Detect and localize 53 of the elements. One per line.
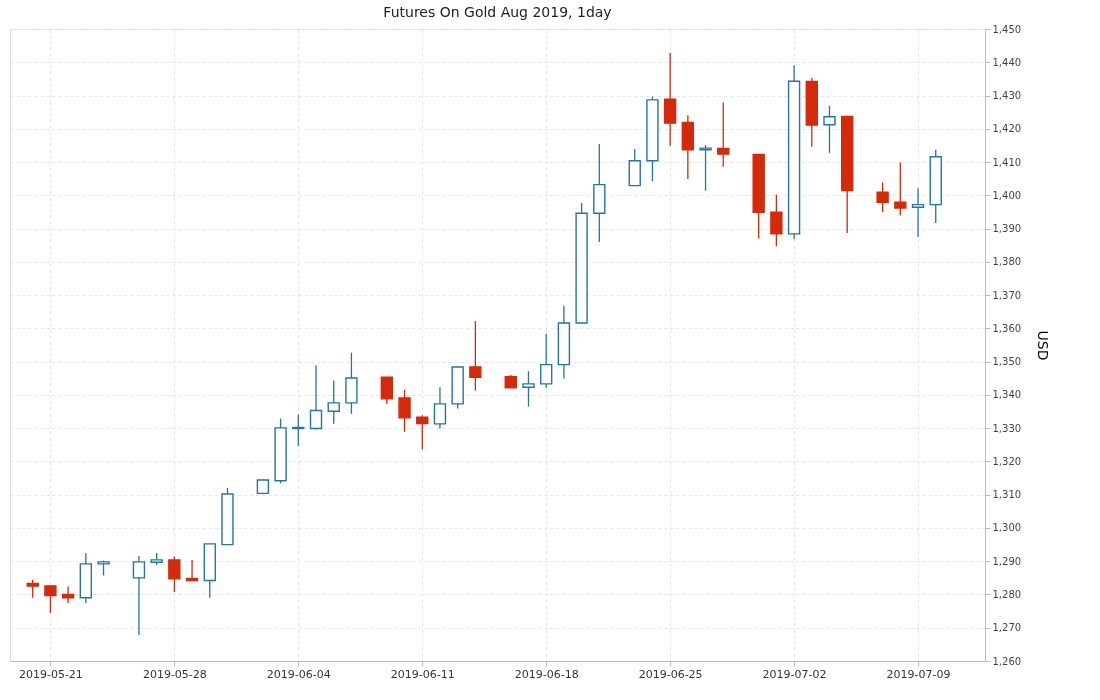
x-tick-label: 2019-06-18 — [514, 667, 579, 681]
y-tick-label: 1,310 — [992, 489, 1022, 501]
y-tick-label: 1,260 — [992, 655, 1022, 667]
y-tick-label: 1,410 — [992, 156, 1022, 168]
candlestick — [522, 370, 535, 408]
candlestick — [911, 187, 925, 238]
candlestick — [699, 144, 712, 192]
y-tick-label: 1,290 — [992, 555, 1022, 567]
x-tick-label: 2019-05-28 — [142, 667, 207, 681]
x-tick-label: 2019-06-25 — [638, 667, 703, 681]
x-tick-label: 2019-06-11 — [390, 667, 455, 681]
candlestick — [168, 555, 181, 593]
candlestick — [132, 555, 146, 636]
x-tick-label: 2019-07-09 — [886, 667, 951, 681]
y-tick-label: 1,450 — [992, 23, 1022, 35]
x-tick-label: 2019-06-04 — [266, 667, 331, 681]
y-tick-label: 1,300 — [992, 522, 1022, 534]
candlestick — [894, 161, 907, 217]
candlestick — [876, 181, 889, 213]
candlestick — [292, 413, 305, 447]
y-tick-label: 1,360 — [992, 322, 1022, 334]
candlestick — [469, 320, 482, 392]
y-tick-label: 1,380 — [992, 256, 1022, 268]
candlestick — [823, 105, 836, 154]
candlestick — [309, 364, 323, 431]
candlestick — [61, 585, 75, 604]
y-axis-title: USD — [1035, 330, 1052, 361]
y-tick-label: 1,440 — [992, 56, 1022, 68]
y-tick-label: 1,390 — [992, 223, 1022, 235]
y-tick-label: 1,430 — [992, 90, 1022, 102]
candlestick — [380, 376, 394, 405]
y-tick-label: 1,280 — [992, 588, 1022, 600]
candlestick — [185, 559, 199, 582]
candlestick — [433, 386, 447, 430]
chart-title: Futures On Gold Aug 2019, 1day — [383, 4, 612, 20]
y-tick-label: 1,420 — [992, 123, 1022, 135]
y-tick-label: 1,270 — [992, 622, 1022, 634]
x-tick-label: 2019-07-02 — [762, 667, 827, 681]
y-tick-label: 1,400 — [992, 189, 1022, 201]
candlestick — [327, 379, 340, 425]
y-tick-label: 1,340 — [992, 389, 1022, 401]
candlestick — [770, 194, 783, 247]
y-tick-label: 1,370 — [992, 289, 1022, 301]
y-tick-label: 1,320 — [992, 455, 1022, 467]
candlestick — [663, 52, 677, 147]
candlestick — [539, 333, 553, 389]
candlestick — [44, 584, 57, 614]
y-tick-label: 1,350 — [992, 356, 1022, 368]
y-tick-label: 1,330 — [992, 422, 1022, 434]
candlestick — [416, 414, 429, 451]
x-tick-label: 2019-05-21 — [18, 667, 83, 681]
candlestick — [398, 388, 411, 433]
candlestick — [717, 101, 730, 168]
